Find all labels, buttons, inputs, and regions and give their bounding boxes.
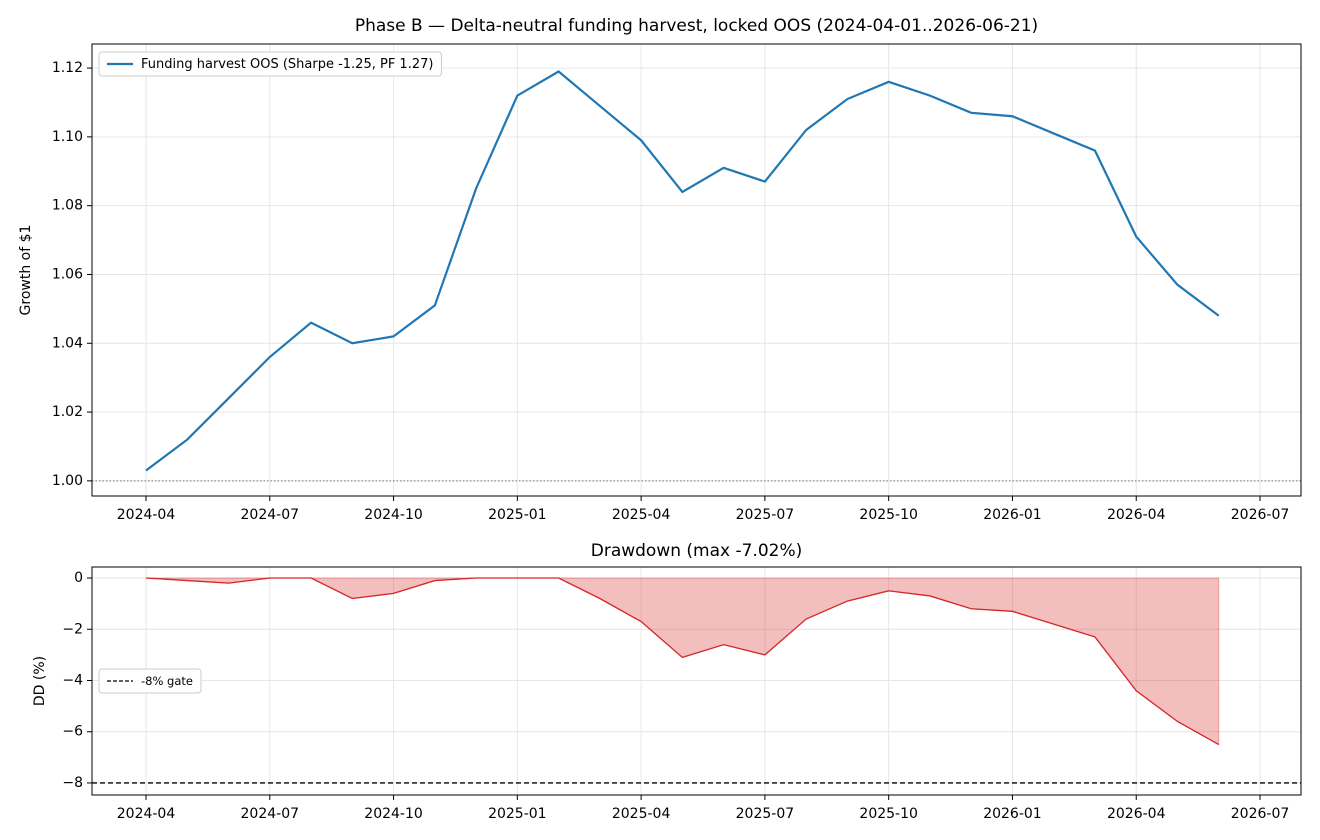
y-tick-label: 0 [74,570,83,586]
plot-frame [91,566,1302,796]
drawdown-line [145,577,1220,746]
legend: Funding harvest OOS (Sharpe -1.25, PF 1.… [98,51,442,77]
legend-box [98,51,442,77]
x-tick-label: 2026-07 [1231,507,1290,523]
x-tick-label: 2026-04 [1107,806,1166,822]
chart-title: Drawdown (max -7.02%) [591,541,803,561]
y-axis-label: Growth of $1 [18,225,34,316]
x-tick-label: 2024-07 [241,507,300,523]
x-tick-label: 2025-04 [612,507,671,523]
x-tick-label: 2025-07 [736,507,795,523]
y-tick-label: −6 [62,724,83,740]
y-tick-label: 1.04 [52,335,83,351]
legend-label: -8% gate [141,674,193,688]
y-tick-label: 1.08 [52,198,83,214]
legend: -8% gate [98,668,202,694]
series-line [145,70,1220,472]
x-tick-label: 2024-10 [364,507,423,523]
x-tick-label: 2025-10 [859,806,918,822]
x-tick-label: 2024-10 [364,806,423,822]
x-tick-label: 2026-01 [983,806,1042,822]
x-tick-label: 2025-01 [488,507,547,523]
chart-title: Phase B — Delta-neutral funding harvest,… [355,16,1038,36]
x-tick-label: 2025-10 [859,507,918,523]
x-tick-label: 2025-04 [612,806,671,822]
y-tick-label: 1.12 [52,60,83,76]
drawdown-area [145,577,1220,746]
plot-frame [91,43,1302,497]
x-tick-label: 2026-04 [1107,507,1166,523]
x-tick-label: 2024-04 [117,507,176,523]
x-tick-label: 2024-04 [117,806,176,822]
y-tick-label: −8 [62,775,83,791]
y-tick-label: 1.00 [52,473,83,489]
y-tick-label: −2 [62,621,83,637]
y-tick-label: 1.10 [52,129,83,145]
y-tick-label: 1.06 [52,266,83,282]
y-tick-label: 1.02 [52,404,83,420]
x-tick-label: 2025-01 [488,806,547,822]
x-tick-label: 2026-07 [1231,806,1290,822]
x-tick-label: 2025-07 [736,806,795,822]
y-axis-label: DD (%) [32,656,48,706]
legend-box [98,668,202,694]
x-tick-label: 2024-07 [241,806,300,822]
y-tick-label: −4 [62,672,83,688]
legend-label: Funding harvest OOS (Sharpe -1.25, PF 1.… [141,57,433,72]
x-tick-label: 2026-01 [983,507,1042,523]
